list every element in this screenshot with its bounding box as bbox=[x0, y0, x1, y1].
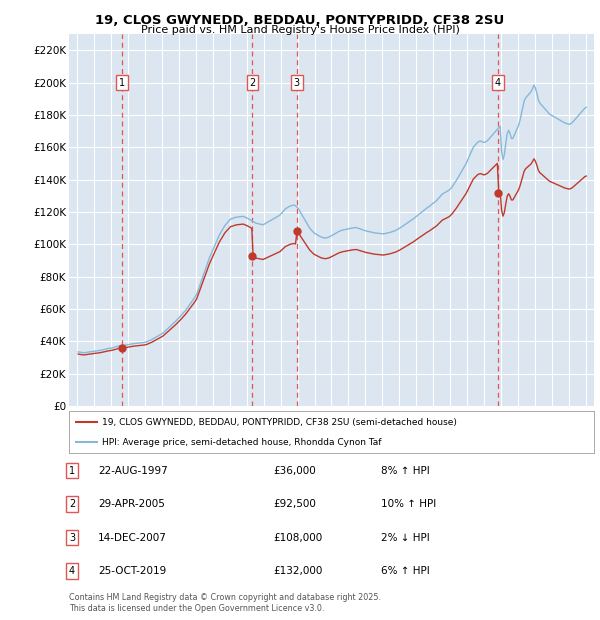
Text: 3: 3 bbox=[69, 533, 75, 542]
Text: 4: 4 bbox=[69, 566, 75, 576]
Text: 1: 1 bbox=[119, 78, 125, 87]
Text: 1: 1 bbox=[69, 466, 75, 476]
Text: 4: 4 bbox=[494, 78, 501, 87]
Text: £36,000: £36,000 bbox=[273, 466, 316, 476]
Text: 6% ↑ HPI: 6% ↑ HPI bbox=[381, 566, 430, 576]
Text: HPI: Average price, semi-detached house, Rhondda Cynon Taf: HPI: Average price, semi-detached house,… bbox=[102, 438, 382, 447]
Text: £132,000: £132,000 bbox=[273, 566, 322, 576]
Text: 8% ↑ HPI: 8% ↑ HPI bbox=[381, 466, 430, 476]
Text: 2% ↓ HPI: 2% ↓ HPI bbox=[381, 533, 430, 542]
Text: 2: 2 bbox=[69, 499, 75, 509]
Text: 10% ↑ HPI: 10% ↑ HPI bbox=[381, 499, 436, 509]
Text: Contains HM Land Registry data © Crown copyright and database right 2025.
This d: Contains HM Land Registry data © Crown c… bbox=[69, 593, 381, 613]
Text: 29-APR-2005: 29-APR-2005 bbox=[98, 499, 164, 509]
Text: 2: 2 bbox=[249, 78, 256, 87]
Text: 14-DEC-2007: 14-DEC-2007 bbox=[98, 533, 167, 542]
Text: £108,000: £108,000 bbox=[273, 533, 322, 542]
Text: Price paid vs. HM Land Registry's House Price Index (HPI): Price paid vs. HM Land Registry's House … bbox=[140, 25, 460, 35]
Text: £92,500: £92,500 bbox=[273, 499, 316, 509]
Text: 3: 3 bbox=[294, 78, 300, 87]
Text: 25-OCT-2019: 25-OCT-2019 bbox=[98, 566, 166, 576]
Text: 19, CLOS GWYNEDD, BEDDAU, PONTYPRIDD, CF38 2SU (semi-detached house): 19, CLOS GWYNEDD, BEDDAU, PONTYPRIDD, CF… bbox=[102, 417, 457, 427]
Text: 22-AUG-1997: 22-AUG-1997 bbox=[98, 466, 167, 476]
Text: 19, CLOS GWYNEDD, BEDDAU, PONTYPRIDD, CF38 2SU: 19, CLOS GWYNEDD, BEDDAU, PONTYPRIDD, CF… bbox=[95, 14, 505, 27]
